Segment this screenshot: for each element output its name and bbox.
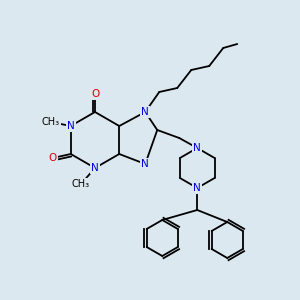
Text: N: N [141,107,149,117]
Text: O: O [91,89,99,99]
Text: O: O [49,153,57,163]
Text: N: N [194,183,201,193]
Text: N: N [194,143,201,153]
Text: N: N [141,159,149,169]
Text: N: N [67,121,75,131]
Text: N: N [91,163,99,173]
Text: CH₃: CH₃ [72,179,90,189]
Text: CH₃: CH₃ [42,117,60,127]
